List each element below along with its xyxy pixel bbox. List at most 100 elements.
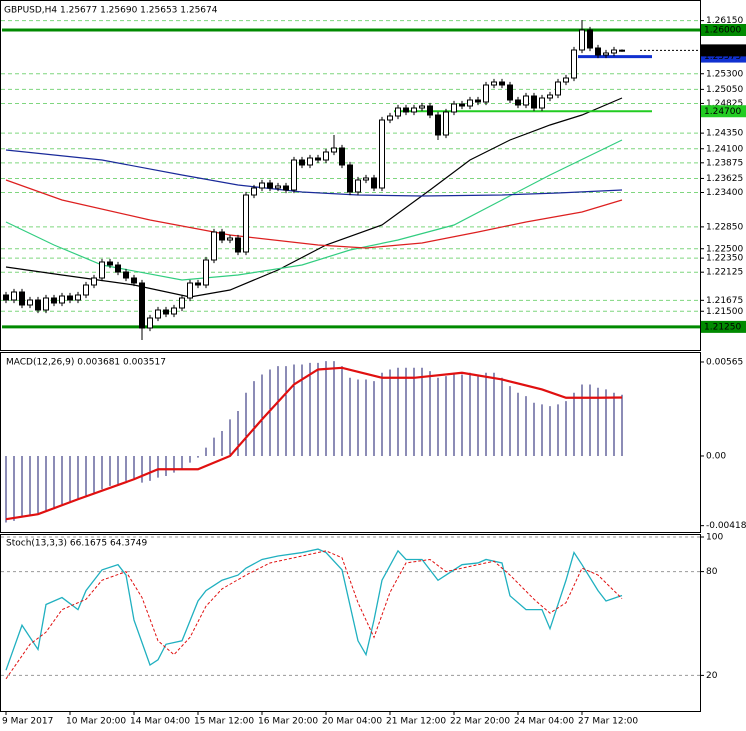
candle-body	[75, 294, 81, 301]
level-label: 1.24700	[704, 107, 741, 117]
x-tick-label: 24 Mar 04:00	[514, 717, 574, 727]
candle-body	[347, 164, 353, 193]
candle-body	[387, 115, 393, 121]
candle-body	[611, 49, 617, 54]
candle-body	[411, 107, 417, 113]
candle-body	[603, 52, 609, 56]
y-tick-label: -0.004189	[706, 521, 746, 531]
main-panel-frame	[0, 0, 701, 351]
candle-body	[499, 81, 505, 86]
x-tick-label: 9 Mar 2017	[2, 717, 53, 727]
stoch-panel-frame	[0, 534, 701, 712]
candle-body	[3, 294, 9, 301]
candle-body	[595, 47, 601, 56]
candle-body	[27, 299, 33, 306]
candle-body	[451, 103, 457, 113]
candle-body	[435, 114, 441, 136]
candle-body	[315, 157, 321, 161]
candle-body	[419, 105, 425, 109]
y-tick-label: 20	[706, 671, 718, 681]
x-tick-label: 22 Mar 20:00	[450, 717, 510, 727]
moving-average	[5, 149, 623, 197]
y-tick-label: 1.23875	[706, 158, 743, 168]
candle-body	[395, 107, 401, 117]
y-tick-label: 1.22350	[706, 254, 743, 264]
candle-body	[587, 29, 593, 49]
candle-body	[275, 185, 281, 189]
level-label-bg	[701, 105, 746, 118]
candle-body	[483, 84, 489, 103]
stoch-main	[5, 548, 623, 671]
candle-body	[19, 291, 25, 306]
level-label-bg	[701, 320, 746, 333]
candle-body	[427, 105, 433, 116]
candle-body	[267, 182, 273, 189]
candle-body	[243, 194, 249, 253]
y-tick-label: 1.22850	[706, 222, 743, 232]
candle-body	[11, 291, 17, 301]
candle-body	[43, 297, 49, 311]
candle-body	[35, 299, 41, 311]
candle-body	[363, 177, 369, 181]
candle-body	[219, 231, 225, 241]
candle-body	[523, 95, 529, 106]
y-tick-label: 1.22500	[706, 244, 743, 254]
y-tick-label: 1.22125	[706, 268, 743, 278]
candle-body	[187, 282, 193, 299]
y-tick-label: 100	[706, 533, 723, 543]
candle-body	[107, 261, 113, 266]
moving-average	[5, 179, 623, 249]
candle-body	[331, 147, 337, 153]
candle-body	[115, 264, 121, 273]
candle-body	[67, 295, 73, 301]
candle-body	[339, 147, 345, 166]
candle-body	[155, 309, 161, 319]
x-tick-label: 27 Mar 12:00	[578, 717, 638, 727]
candle-body	[467, 99, 473, 107]
candle-body	[123, 271, 129, 279]
macd-panel-frame	[0, 352, 701, 533]
candle-body	[555, 81, 561, 96]
macd-signal	[5, 366, 623, 521]
y-tick-label: 0.00	[706, 451, 726, 461]
y-tick-label: 1.24100	[706, 144, 743, 154]
y-tick-label: 1.24825	[706, 99, 743, 109]
candle-body	[227, 237, 233, 241]
y-tick-label: 80	[706, 567, 718, 577]
moving-average	[5, 139, 623, 281]
candle-body	[291, 159, 297, 191]
candle-body	[147, 317, 153, 329]
candle-body	[283, 185, 289, 191]
y-tick-label: 1.25050	[706, 85, 743, 95]
current-price-label: 1.25674	[704, 46, 741, 56]
candle-body	[355, 179, 361, 193]
chart-title: GBPUSD,H4 1.25677 1.25690 1.25653 1.2567…	[4, 6, 218, 16]
y-tick-label: 1.21675	[706, 296, 743, 306]
stoch-title: Stoch(13,3,3) 66.1675 64.3749	[6, 539, 147, 549]
x-tick-label: 14 Mar 04:00	[130, 717, 190, 727]
candle-body	[323, 151, 329, 161]
candle-body	[539, 97, 545, 109]
candle-body	[531, 95, 537, 109]
x-tick-label: 20 Mar 04:00	[322, 717, 382, 727]
candle-body	[83, 284, 89, 296]
x-tick-label: 10 Mar 20:00	[66, 717, 126, 727]
candle-body	[171, 307, 177, 315]
candle-body	[131, 277, 137, 284]
y-tick-label: 1.26150	[706, 16, 743, 26]
y-tick-label: 1.25300	[706, 69, 743, 79]
candle-body	[547, 94, 553, 99]
candle-body	[491, 81, 497, 86]
candle-body	[379, 119, 385, 189]
candle-body	[259, 182, 265, 189]
candle-body	[179, 297, 185, 309]
candle-body	[211, 231, 217, 261]
candle-body	[203, 259, 209, 286]
candle-body	[515, 99, 521, 106]
y-tick-label: 0.00565	[706, 357, 743, 367]
x-tick-label: 15 Mar 12:00	[194, 717, 254, 727]
y-tick-label: 1.23625	[706, 174, 743, 184]
candle-body	[459, 103, 465, 107]
